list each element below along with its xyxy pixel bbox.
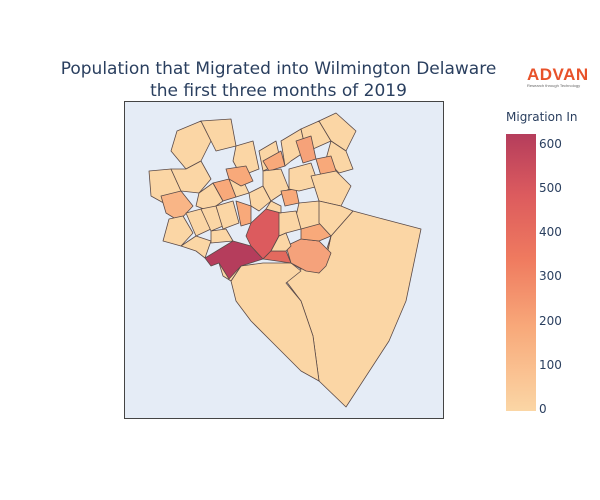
region-mid-j[interactable] — [318, 200, 354, 237]
region-mid-e[interactable] — [248, 185, 272, 212]
chart-title: Population that Migrated into Wilmington… — [0, 58, 557, 102]
logo-tagline: Research through Technology — [527, 83, 581, 88]
region-mid-orange-b[interactable] — [225, 165, 254, 187]
logo-wordmark: ADVAN — [527, 65, 589, 84]
region-low-orange[interactable] — [235, 200, 252, 227]
region-low-a[interactable] — [162, 215, 194, 247]
region-low-d[interactable] — [215, 200, 240, 230]
colorbar-tick-600: 600 — [539, 137, 562, 151]
region-low-e[interactable] — [180, 235, 212, 259]
colorbar-tick-300: 300 — [539, 269, 562, 283]
colorbar-title: Migration In — [506, 110, 578, 124]
region-north-g[interactable] — [318, 112, 357, 152]
advan-logo: ADVAN Research through Technology — [527, 66, 597, 89]
colorbar-tick-0: 0 — [539, 402, 547, 416]
colorbar-tick-100: 100 — [539, 358, 562, 372]
region-north-b[interactable] — [200, 118, 237, 152]
choropleth-map — [148, 112, 422, 408]
region-low-i[interactable] — [265, 200, 282, 214]
chart-title-line1: Population that Migrated into Wilmington… — [60, 59, 497, 79]
region-low-g[interactable] — [278, 210, 302, 237]
chart-title-line2: the first three months of 2019 — [150, 81, 407, 101]
region-low-h[interactable] — [270, 232, 292, 252]
region-low-f[interactable] — [210, 228, 234, 244]
region-mid-h[interactable] — [310, 170, 352, 207]
colorbar-tick-200: 200 — [539, 314, 562, 328]
map-plot-area[interactable] — [124, 101, 444, 419]
colorbar-gradient[interactable] — [506, 134, 536, 411]
colorbar-tick-500: 500 — [539, 181, 562, 195]
region-mid-g[interactable] — [288, 162, 320, 192]
colorbar-tick-400: 400 — [539, 225, 562, 239]
region-mid-orange-c[interactable] — [280, 188, 300, 207]
region-north-e[interactable] — [280, 128, 307, 167]
region-dark-red-south[interactable] — [204, 240, 264, 280]
